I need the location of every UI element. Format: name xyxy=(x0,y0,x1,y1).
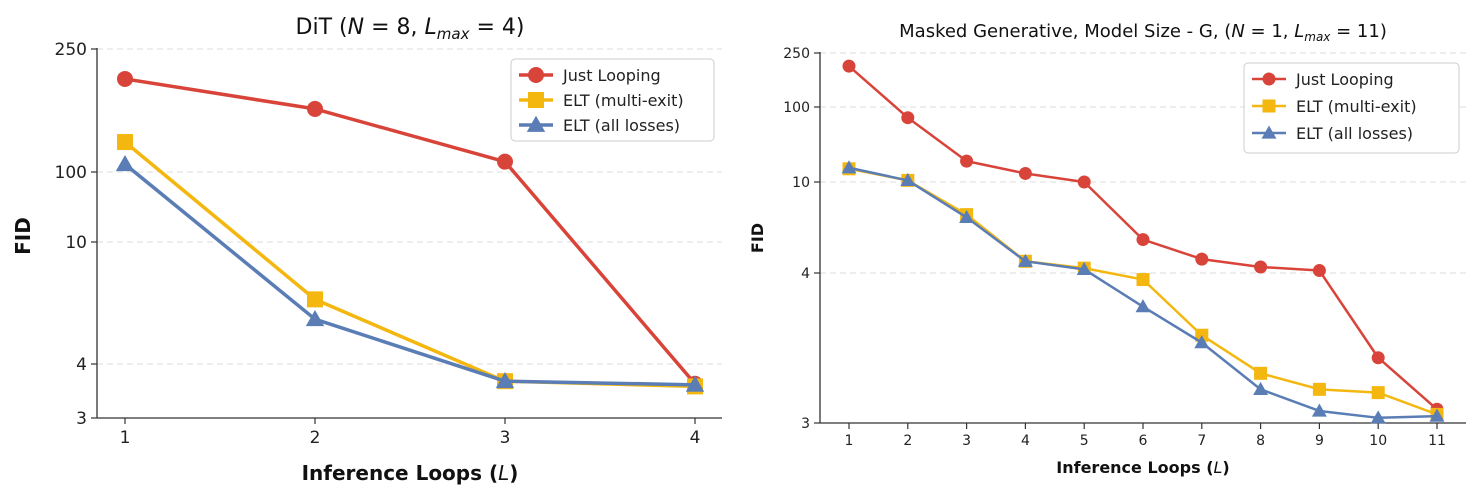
data-point-just-looping xyxy=(1371,351,1385,365)
left-series xyxy=(115,70,705,395)
y-tick-label: 10 xyxy=(792,175,810,191)
series-line-elt-all-losses xyxy=(847,166,1439,420)
data-point-just-looping xyxy=(1195,252,1209,266)
x-tick-label: 7 xyxy=(1197,433,1206,449)
data-point-just-looping xyxy=(1254,260,1268,274)
data-point-elt-multi-exit xyxy=(307,291,323,308)
right-chart: Masked Generative, Model Size - G, (N = … xyxy=(748,21,1466,477)
x-tick-label: 5 xyxy=(1080,433,1089,449)
data-point-just-looping xyxy=(1018,166,1032,180)
data-point-elt-all-losses xyxy=(959,209,975,224)
y-tick-label: 4 xyxy=(76,355,87,375)
legend-label-elt-multi-exit: ELT (multi-exit) xyxy=(1296,97,1417,116)
x-tick-label: 3 xyxy=(500,428,511,448)
data-point-elt-all-losses xyxy=(1135,299,1151,313)
legend-label-elt-all-losses: ELT (all losses) xyxy=(563,116,680,135)
data-point-just-looping xyxy=(1136,233,1150,247)
data-point-just-looping xyxy=(307,100,323,117)
y-tick-label: 250 xyxy=(55,40,87,60)
y-tick-label: 100 xyxy=(783,100,810,116)
data-point-elt-all-losses xyxy=(305,310,325,327)
right-legend: Just Looping ELT (multi-exit) ELT (all los… xyxy=(1243,62,1460,154)
x-tick-label: 10 xyxy=(1369,433,1387,449)
x-tick-label: 3 xyxy=(962,433,971,449)
data-point-elt-multi-exit xyxy=(1254,366,1268,380)
data-point-elt-all-losses xyxy=(115,154,135,172)
y-tick-label: 3 xyxy=(76,409,87,429)
left-x-axis-title: Inference Loops (L) xyxy=(302,461,519,485)
legend-marker-elt-multi-exit xyxy=(1262,99,1276,113)
data-point-just-looping xyxy=(1077,175,1091,189)
data-point-just-looping xyxy=(117,70,133,87)
left-chart-title: DiT (N = 8, Lmax = 4) xyxy=(296,15,525,43)
data-point-elt-all-losses xyxy=(495,371,515,389)
x-tick-label: 2 xyxy=(310,428,321,448)
series-line-elt-multi-exit xyxy=(847,167,1439,416)
data-point-just-looping xyxy=(842,59,856,73)
data-point-elt-all-losses xyxy=(1253,381,1269,395)
left-chart: DiT (N = 8, Lmax = 4) 3 4 10 100 250 1 2 3 4 Inf… xyxy=(11,15,722,485)
data-point-elt-all-losses xyxy=(1017,253,1033,267)
legend-label-elt-all-losses: ELT (all losses) xyxy=(1296,124,1413,143)
y-tick-label: 4 xyxy=(801,266,810,282)
data-point-elt-all-losses xyxy=(1429,408,1445,422)
x-tick-label: 2 xyxy=(903,433,912,449)
data-point-elt-multi-exit xyxy=(117,134,133,151)
x-tick-label: 4 xyxy=(1021,433,1030,449)
legend-marker-elt-multi-exit xyxy=(528,92,544,108)
y-tick-label: 250 xyxy=(783,46,810,62)
right-chart-title: Masked Generative, Model Size - G, (N = … xyxy=(899,21,1387,44)
x-tick-label: 6 xyxy=(1139,433,1148,449)
x-tick-label: 9 xyxy=(1315,433,1324,449)
legend-box xyxy=(1243,62,1460,154)
left-axes: 3 4 10 100 250 1 2 3 4 xyxy=(55,40,722,448)
y-tick-label: 100 xyxy=(55,163,87,183)
legend-label-just-looping: Just Looping xyxy=(562,66,661,85)
right-x-axis-title: Inference Loops (L) xyxy=(1056,458,1229,477)
data-point-elt-all-losses xyxy=(1194,335,1210,349)
legend-box xyxy=(510,58,715,142)
x-tick-label: 1 xyxy=(845,433,854,449)
y-tick-label: 3 xyxy=(801,416,810,432)
data-point-elt-all-losses xyxy=(841,160,857,174)
x-tick-label: 8 xyxy=(1256,433,1265,449)
data-point-elt-all-losses xyxy=(1076,261,1092,275)
data-point-elt-multi-exit xyxy=(1136,273,1150,287)
data-point-just-looping xyxy=(901,111,915,125)
left-legend: Just Looping ELT (multi-exit) ELT (all los… xyxy=(510,58,715,142)
data-point-just-looping xyxy=(497,153,513,170)
legend-marker-elt-all-losses xyxy=(526,115,546,132)
data-point-elt-multi-exit xyxy=(1312,382,1326,396)
data-point-just-looping xyxy=(960,154,974,168)
legend-label-just-looping: Just Looping xyxy=(1295,70,1394,89)
data-point-elt-multi-exit xyxy=(1371,386,1385,400)
legend-marker-just-looping xyxy=(528,67,544,83)
data-point-elt-all-losses xyxy=(1311,403,1327,417)
x-tick-label: 4 xyxy=(690,428,701,448)
right-series xyxy=(841,59,1445,424)
right-axes: 3 4 10 100 250 1 2 3 4 5 6 7 8 9 10 11 xyxy=(783,46,1466,449)
left-y-axis-title: FID xyxy=(11,217,35,255)
data-point-elt-all-losses xyxy=(685,375,705,392)
data-point-elt-all-losses xyxy=(900,172,916,187)
legend-label-elt-multi-exit: ELT (multi-exit) xyxy=(563,91,684,110)
series-line-elt-all-losses xyxy=(123,162,697,387)
legend-marker-elt-all-losses xyxy=(1261,125,1277,139)
legend-marker-just-looping xyxy=(1262,72,1276,86)
right-y-axis-title: FID xyxy=(748,223,767,253)
series-line-just-looping xyxy=(123,77,697,386)
x-tick-label: 11 xyxy=(1428,433,1446,449)
data-point-elt-all-losses xyxy=(1370,410,1386,424)
x-tick-label: 1 xyxy=(120,428,131,448)
y-tick-label: 10 xyxy=(65,233,87,253)
data-point-just-looping xyxy=(1312,264,1326,278)
